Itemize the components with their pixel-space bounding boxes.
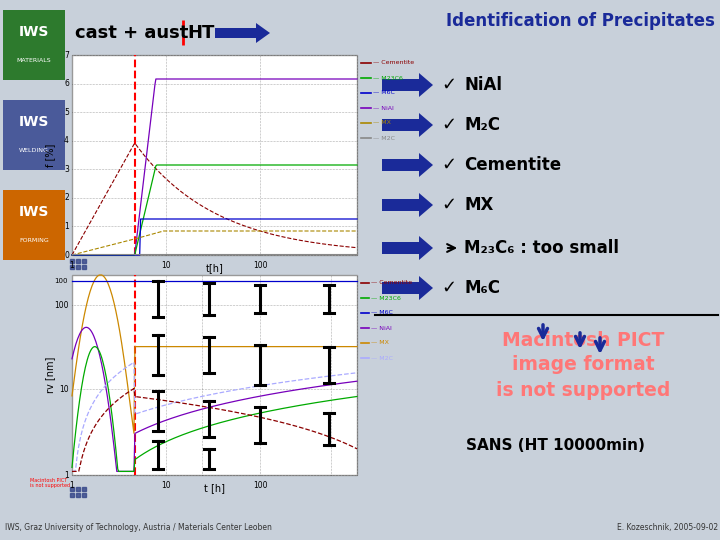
Text: Macintosh PICT
image format
is not supported: Macintosh PICT image format is not suppo…	[496, 330, 670, 400]
Text: 2: 2	[64, 193, 69, 202]
Text: ✓: ✓	[441, 196, 456, 214]
Text: M₆C: M₆C	[464, 279, 500, 297]
Text: 1: 1	[70, 261, 74, 270]
FancyBboxPatch shape	[3, 10, 65, 80]
Text: M₂C: M₂C	[464, 116, 500, 134]
Polygon shape	[382, 193, 433, 217]
Text: — MX: — MX	[373, 120, 391, 125]
Text: 10: 10	[161, 481, 171, 490]
Text: ✓: ✓	[441, 279, 456, 297]
Text: — NiAl: — NiAl	[371, 326, 392, 330]
Text: E. Kozeschnik, 2005-09-02: E. Kozeschnik, 2005-09-02	[617, 523, 718, 532]
Text: rv [nm]: rv [nm]	[45, 357, 55, 393]
Bar	[72, 55, 357, 255]
Text: Macintosh PICT
is not supported: Macintosh PICT is not supported	[30, 477, 70, 488]
Polygon shape	[382, 236, 433, 260]
Text: IWS: IWS	[19, 205, 49, 219]
Text: — NiAl: — NiAl	[373, 105, 394, 111]
Text: 6: 6	[64, 79, 69, 88]
Text: 7: 7	[64, 51, 69, 59]
FancyBboxPatch shape	[3, 100, 65, 170]
Text: cast + aust: cast + aust	[75, 24, 189, 42]
Polygon shape	[382, 276, 433, 300]
Text: IWS: IWS	[19, 25, 49, 39]
Text: — M6C: — M6C	[373, 91, 395, 96]
Text: — M6C: — M6C	[371, 310, 393, 315]
Text: f [%]: f [%]	[45, 143, 55, 167]
Polygon shape	[382, 113, 433, 137]
Text: — M23C6: — M23C6	[371, 295, 401, 300]
Text: t [h]: t [h]	[204, 483, 225, 493]
Text: 100: 100	[55, 300, 69, 309]
Text: — M23C6: — M23C6	[373, 76, 403, 80]
Text: IWS: IWS	[19, 116, 49, 130]
Text: 100: 100	[55, 278, 68, 284]
Text: MATERIALS: MATERIALS	[17, 58, 51, 63]
Text: — MX: — MX	[371, 341, 389, 346]
Text: 100: 100	[253, 481, 267, 490]
Text: ✓: ✓	[441, 156, 456, 174]
Text: Cementite: Cementite	[464, 156, 561, 174]
Text: MX: MX	[464, 196, 493, 214]
Text: NiAl: NiAl	[464, 76, 502, 94]
Polygon shape	[382, 73, 433, 97]
Text: WELDING: WELDING	[19, 148, 49, 153]
Text: 100: 100	[253, 261, 267, 270]
Text: Identification of Precipitates: Identification of Precipitates	[446, 12, 715, 30]
Text: M₂₃C₆ : too small: M₂₃C₆ : too small	[464, 239, 619, 257]
Text: 4: 4	[64, 136, 69, 145]
Text: IWS, Graz University of Technology, Austria / Materials Center Leoben: IWS, Graz University of Technology, Aust…	[5, 523, 272, 532]
Text: SANS (HT 10000min): SANS (HT 10000min)	[466, 437, 644, 453]
Text: ✓: ✓	[441, 116, 456, 134]
Text: FORMING: FORMING	[19, 238, 49, 243]
Text: — Cementite: — Cementite	[371, 280, 412, 286]
Polygon shape	[382, 153, 433, 177]
Text: 1: 1	[70, 481, 74, 490]
Text: t[h]: t[h]	[206, 263, 223, 273]
Text: — M2C: — M2C	[371, 355, 393, 361]
Text: 10: 10	[59, 384, 69, 394]
Text: — Cementite: — Cementite	[373, 60, 414, 65]
Bar	[72, 275, 357, 475]
Text: HT: HT	[187, 24, 215, 42]
Text: 0: 0	[64, 251, 69, 260]
Text: 10: 10	[161, 261, 171, 270]
Text: ✓: ✓	[441, 76, 456, 94]
Text: 1: 1	[64, 222, 69, 231]
Polygon shape	[215, 23, 270, 43]
Text: 3: 3	[64, 165, 69, 174]
Text: 5: 5	[64, 107, 69, 117]
Text: 1: 1	[64, 470, 69, 480]
FancyBboxPatch shape	[3, 190, 65, 260]
Text: — M2C: — M2C	[373, 136, 395, 140]
